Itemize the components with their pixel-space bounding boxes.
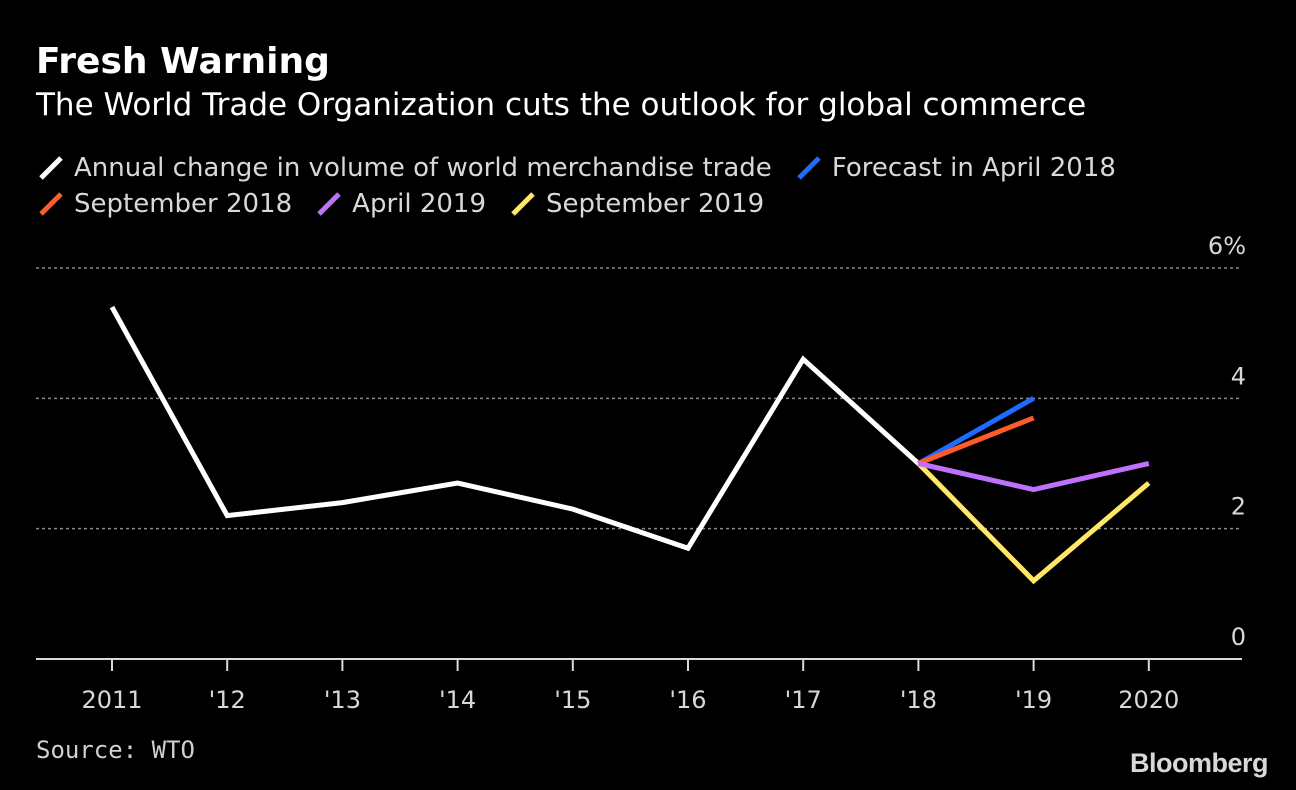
x-tick-label-0: 2011 — [81, 686, 142, 714]
chart-subtitle: The World Trade Organization cuts the ou… — [36, 87, 1087, 123]
legend-swatch-september-2019 — [511, 192, 535, 216]
x-tick-label-4: '15 — [554, 686, 591, 714]
legend-row-2: September 2018 April 2019 September 2019 — [36, 186, 1236, 222]
legend-item-april-2019: April 2019 — [314, 189, 486, 219]
legend-label-actual: Annual change in volume of world merchan… — [74, 153, 772, 183]
y-tick-label-6: 6% — [1208, 232, 1246, 260]
legend-swatch-september-2018 — [39, 192, 63, 216]
bloomberg-logo: Bloomberg — [1129, 748, 1269, 778]
x-tick-label-9: 2020 — [1118, 686, 1179, 714]
x-tick-label-2: '13 — [324, 686, 361, 714]
y-tick-label-2: 2 — [1231, 493, 1246, 521]
legend-swatch-april-2019 — [317, 192, 341, 216]
x-tick-label-7: '18 — [900, 686, 937, 714]
series-line-annual-change-in-volume-of-world-merchandise-trade — [109, 305, 921, 552]
x-tick-label-8: '19 — [1015, 686, 1052, 714]
x-tick-label-5: '16 — [669, 686, 706, 714]
legend-label-september-2019: September 2019 — [546, 189, 765, 219]
chart-title: Fresh Warning — [36, 41, 330, 82]
y-tick-label-4: 4 — [1231, 362, 1246, 390]
legend-swatch-actual — [39, 156, 63, 180]
series-line-september-2019 — [916, 461, 1151, 585]
legend-item-september-2019: September 2019 — [508, 189, 764, 219]
series-line-april-2019 — [917, 461, 1150, 493]
x-tick-label-1: '12 — [209, 686, 246, 714]
legend-swatch-april-2018 — [797, 156, 821, 180]
legend-label-april-2019: April 2019 — [352, 189, 487, 219]
x-tick-label-6: '17 — [785, 686, 822, 714]
series-line-september-2018 — [917, 415, 1035, 466]
legend-item-september-2018: September 2018 — [36, 189, 292, 219]
legend-row-1: Annual change in volume of world merchan… — [36, 150, 1236, 186]
x-tick-label-3: '14 — [439, 686, 476, 714]
legend: Annual change in volume of world merchan… — [36, 150, 1236, 222]
legend-label-september-2018: September 2018 — [74, 189, 293, 219]
series-line-forecast-in-april-2018 — [917, 396, 1035, 466]
legend-item-april-2018: Forecast in April 2018 — [794, 153, 1116, 183]
source-note: Source: WTO — [36, 736, 195, 764]
legend-label-april-2018: Forecast in April 2018 — [831, 153, 1116, 183]
legend-item-actual: Annual change in volume of world merchan… — [36, 153, 772, 183]
y-tick-label-0: 0 — [1231, 623, 1246, 651]
